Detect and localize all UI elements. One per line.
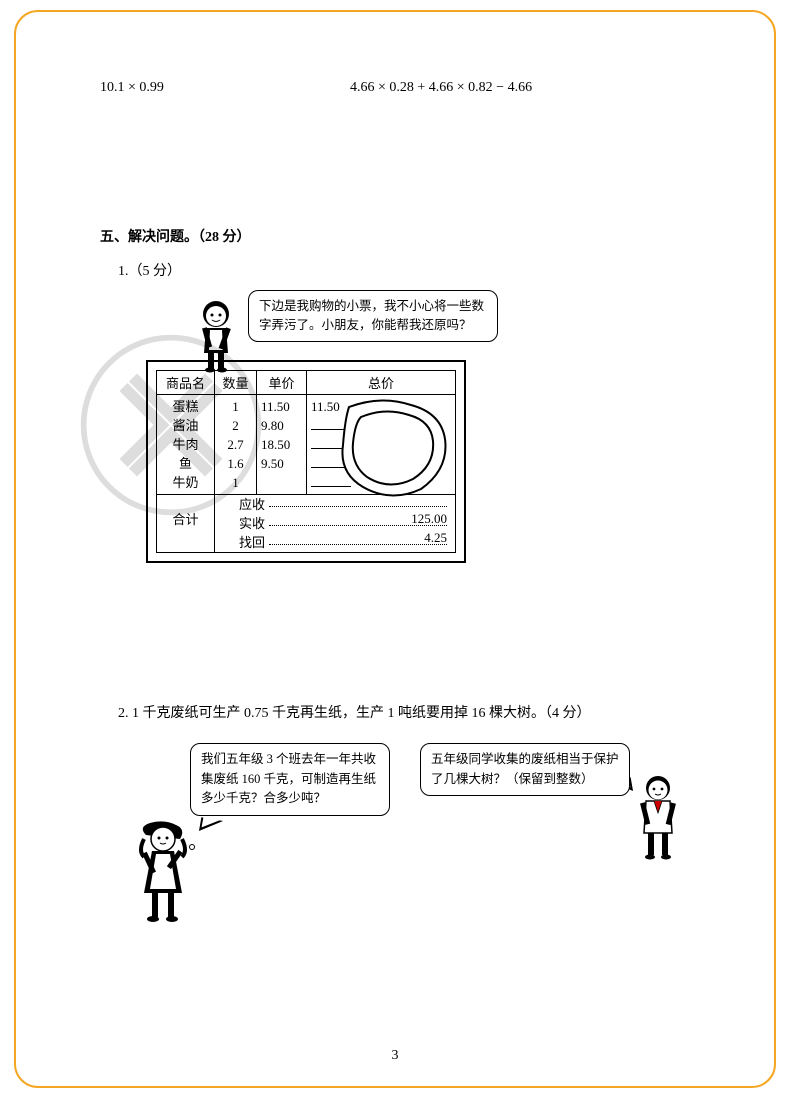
cell: 牛肉 — [161, 435, 210, 454]
col-qty: 1 2 2.7 1.6 1 — [215, 395, 257, 494]
footer-line-label: 应收 — [219, 495, 265, 514]
footer-row: 找回 4.25 — [215, 533, 455, 552]
col-total: 11.50 — [307, 395, 455, 494]
question-2: 2. 1 千克废纸可生产 0.75 千克再生纸，生产 1 吨纸要用掉 16 棵大… — [118, 703, 680, 923]
receipt-area: 商品名 数量 单价 总价 蛋糕 酱油 牛肉 鱼 牛奶 — [146, 360, 466, 563]
cell: 18.50 — [261, 435, 302, 454]
col-header-price: 单价 — [257, 371, 307, 394]
col-header-qty: 数量 — [215, 371, 257, 394]
expression-2: 4.66 × 0.28 + 4.66 × 0.82 − 4.66 — [350, 80, 532, 96]
col-header-total: 总价 — [307, 371, 455, 394]
receipt-frame: 商品名 数量 单价 总价 蛋糕 酱油 牛肉 鱼 牛奶 — [146, 360, 466, 563]
cell: 9.80 — [261, 416, 302, 435]
cell: 酱油 — [161, 416, 210, 435]
cell — [261, 473, 302, 492]
q2-speech-bubble-right: 五年级同学收集的废纸相当于保护了几棵大树？（保留到整数） — [420, 743, 630, 796]
cell: 蛋糕 — [161, 397, 210, 416]
cell: 鱼 — [161, 454, 210, 473]
dotted-line: 4.25 — [269, 533, 447, 545]
cell: 11.50 — [261, 397, 302, 416]
footer-label: 合计 — [157, 495, 215, 552]
col-header-name: 商品名 — [157, 371, 215, 394]
q2-speech-bubble-left: 我们五年级 3 个班去年一年共收集废纸 160 千克，可制造再生纸多少千克？合多… — [190, 743, 390, 815]
receipt-inner: 商品名 数量 单价 总价 蛋糕 酱油 牛肉 鱼 牛奶 — [156, 370, 456, 553]
ink-stain-icon — [341, 399, 451, 499]
expression-row: 10.1 × 0.99 4.66 × 0.28 + 4.66 × 0.82 − … — [100, 80, 680, 96]
cell: 牛奶 — [161, 473, 210, 492]
question-1: 1.（5 分） 下边是我购物的小票，我不小心将一些数字弄污了。小朋友，你能帮我还… — [118, 260, 680, 563]
section-5-title: 五、解决问题。（28 分） — [100, 226, 680, 246]
cell: 2.7 — [219, 435, 252, 454]
expression-1: 10.1 × 0.99 — [100, 80, 350, 96]
receipt-header-row: 商品名 数量 单价 总价 — [157, 371, 455, 395]
footer-line-label: 实收 — [219, 514, 265, 533]
footer-value: 125.00 — [411, 509, 447, 528]
col-price: 11.50 9.80 18.50 9.50 — [257, 395, 307, 494]
page-content: 10.1 × 0.99 4.66 × 0.28 + 4.66 × 0.82 − … — [100, 80, 680, 923]
cell: 1.6 — [219, 454, 252, 473]
q1-speech-bubble: 下边是我购物的小票，我不小心将一些数字弄污了。小朋友，你能帮我还原吗？ — [248, 290, 498, 342]
boy2-character-icon — [626, 773, 691, 868]
girl-character-icon — [130, 821, 200, 931]
footer-line-label: 找回 — [219, 533, 265, 552]
dotted-line: 125.00 — [269, 514, 447, 526]
page-number: 3 — [0, 1048, 790, 1064]
cell: 2 — [219, 416, 252, 435]
question-2-text: 2. 1 千克废纸可生产 0.75 千克再生纸，生产 1 吨纸要用掉 16 棵大… — [118, 703, 680, 725]
footer-rows: 应收 实收 125.00 找回 4.25 — [215, 495, 455, 552]
cell: 1 — [219, 397, 252, 416]
receipt-footer: 合计 应收 实收 125.00 找回 — [157, 494, 455, 552]
bubble-tail-icon — [199, 818, 223, 836]
cell: 9.50 — [261, 454, 302, 473]
cell: 1 — [219, 473, 252, 492]
question-1-number: 1.（5 分） — [118, 264, 181, 279]
receipt-body: 蛋糕 酱油 牛肉 鱼 牛奶 1 2 2.7 1.6 1 — [157, 395, 455, 494]
q2-bubble-area: 我们五年级 3 个班去年一年共收集废纸 160 千克，可制造再生纸多少千克？合多… — [118, 743, 680, 923]
col-name: 蛋糕 酱油 牛肉 鱼 牛奶 — [157, 395, 215, 494]
footer-row: 实收 125.00 — [215, 514, 455, 533]
footer-value: 4.25 — [424, 528, 447, 547]
